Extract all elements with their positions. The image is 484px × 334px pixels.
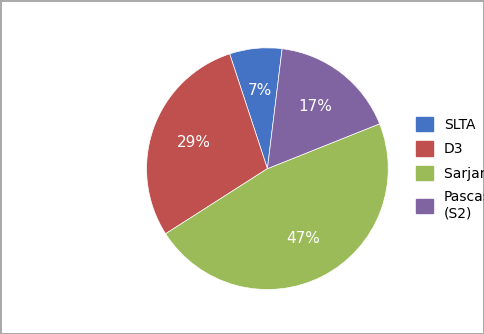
Wedge shape — [166, 124, 388, 290]
Wedge shape — [268, 49, 379, 169]
Text: 29%: 29% — [176, 135, 211, 150]
Legend: SLTA, D3, Sarjana (S1), Pascasarjana
(S2): SLTA, D3, Sarjana (S1), Pascasarjana (S2… — [410, 111, 484, 226]
Text: 17%: 17% — [299, 99, 333, 114]
Wedge shape — [230, 48, 282, 169]
Wedge shape — [147, 54, 268, 234]
Text: 47%: 47% — [287, 231, 320, 246]
Text: 7%: 7% — [248, 83, 272, 98]
